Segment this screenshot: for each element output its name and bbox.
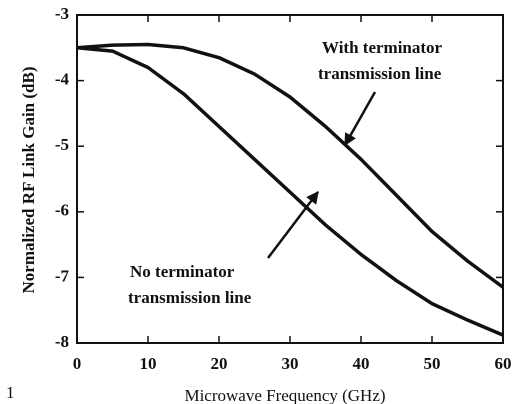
annotation: With terminator <box>322 38 443 57</box>
y-tick-label: -4 <box>55 70 70 89</box>
x-axis-label: Microwave Frequency (GHz) <box>184 386 385 404</box>
series-line <box>76 46 504 337</box>
y-tick-label: -7 <box>55 266 70 285</box>
x-tick-label: 50 <box>424 354 441 373</box>
x-tick-label: 10 <box>140 354 157 373</box>
y-tick-label: -5 <box>55 135 69 154</box>
annotation: transmission line <box>318 64 442 83</box>
x-tick-label: 30 <box>282 354 299 373</box>
x-tick-label: 60 <box>495 354 512 373</box>
y-tick-label: -3 <box>55 4 69 23</box>
arrow <box>267 191 319 259</box>
x-tick-label: 20 <box>211 354 228 373</box>
annotation: transmission line <box>128 288 252 307</box>
x-tick-label: 0 <box>73 354 82 373</box>
y-tick-label: -8 <box>55 332 69 351</box>
y-tick-label: -6 <box>55 201 69 220</box>
y-axis-label: Normalized RF Link Gain (dB) <box>19 67 38 294</box>
x-tick-label: 40 <box>353 354 370 373</box>
series-line <box>76 42 505 289</box>
arrow <box>343 91 377 147</box>
annotation: No terminator <box>130 262 235 281</box>
corner-label: 1 <box>6 383 15 402</box>
